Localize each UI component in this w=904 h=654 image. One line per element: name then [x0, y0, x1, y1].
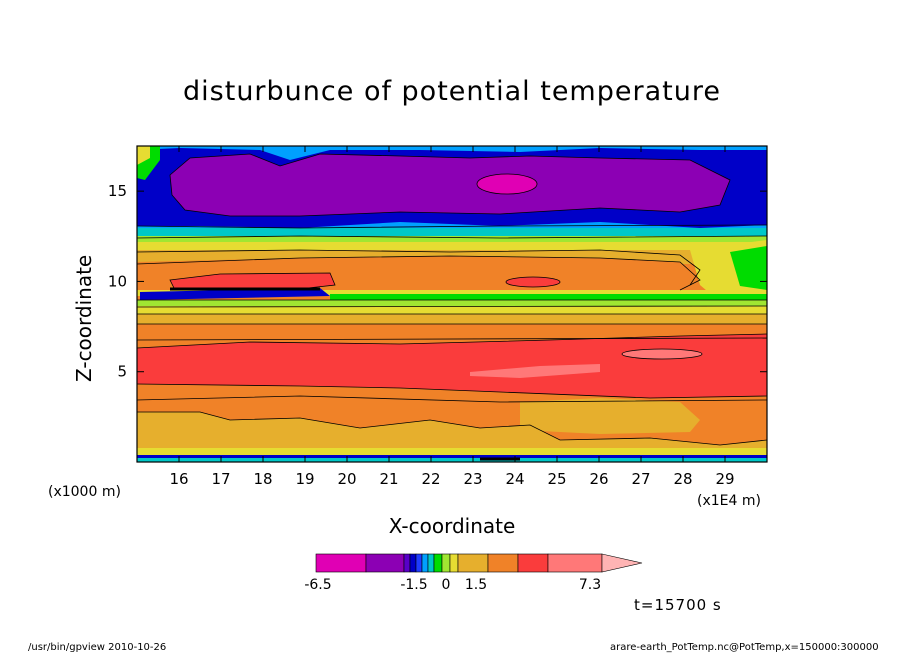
footer-left: /usr/bin/gpview 2010-10-26: [28, 642, 167, 653]
colorbar-label: -1.5: [400, 577, 427, 593]
y-tick-label: 5: [117, 363, 127, 381]
x-tick-label: 29: [715, 470, 734, 488]
x-tick-label: 16: [169, 470, 188, 488]
colorbar-swatch: [517, 553, 549, 573]
x-tick-label: 25: [547, 470, 566, 488]
colorbar-label: 0: [442, 577, 451, 593]
contour-lines: [137, 153, 767, 446]
colorbar-swatch: [449, 553, 459, 573]
y-tick-label: 15: [108, 182, 127, 200]
colorbar-swatch: [421, 553, 429, 573]
colorbar-swatch: [409, 553, 417, 573]
colorbar-swatch: [487, 553, 519, 573]
x-scale-label: (x1000 m): [48, 484, 121, 500]
footer-right: arare-earth_PotTemp.nc@PotTemp,x=150000:…: [610, 642, 879, 653]
x-tick-label: 27: [631, 470, 650, 488]
colorbar-swatch: [403, 553, 411, 573]
y-axis-label: Z-coordinate: [72, 254, 96, 382]
contour-field: [137, 146, 767, 462]
colorbar-swatch: [547, 553, 603, 573]
colorbar-swatch: [457, 553, 489, 573]
colorbar-swatch: [315, 553, 367, 573]
colorbar-swatch: [427, 553, 435, 573]
x-tick-label: 21: [379, 470, 398, 488]
x-tick-label: 18: [253, 470, 272, 488]
colorbar-swatch: [415, 553, 423, 573]
colorbar-label: -6.5: [304, 577, 331, 593]
plot-frame: [136, 145, 768, 463]
colorbar-swatch: [365, 553, 405, 573]
x-tick-label: 22: [421, 470, 440, 488]
x-tick-label: 23: [463, 470, 482, 488]
x-tick-label: 17: [211, 470, 230, 488]
colorbar: [315, 553, 643, 573]
colorbar-swatch: [441, 553, 451, 573]
x-tick-label: 24: [505, 470, 524, 488]
colorbar-extend-arrow: [601, 553, 643, 573]
page-title: disturbunce of potential temperature: [183, 76, 721, 107]
x-tick-label: 20: [337, 470, 356, 488]
x-tick-label: 28: [673, 470, 692, 488]
x-unit-label: (x1E4 m): [697, 493, 761, 509]
colorbar-label: 7.3: [579, 577, 601, 593]
x-tick-label: 19: [295, 470, 314, 488]
colorbar-swatch: [433, 553, 443, 573]
time-label: t=15700 s: [634, 596, 722, 614]
y-tick-label: 10: [108, 272, 127, 290]
x-axis-label: X-coordinate: [388, 514, 516, 538]
colorbar-label: 1.5: [465, 577, 487, 593]
x-tick-label: 26: [589, 470, 608, 488]
